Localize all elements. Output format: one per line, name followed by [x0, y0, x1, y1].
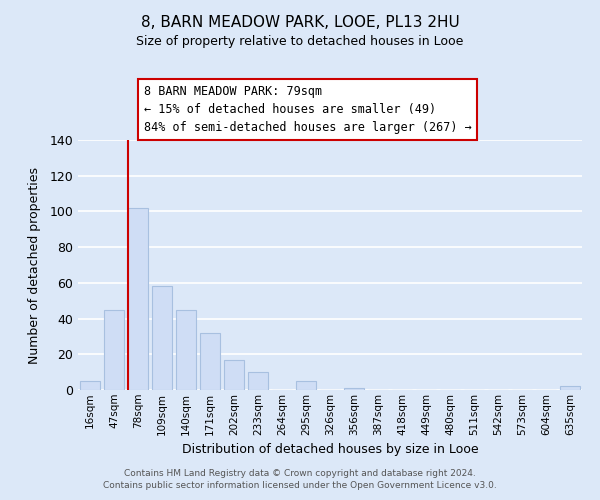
Bar: [152, 286, 172, 390]
Bar: [560, 386, 580, 390]
X-axis label: Distribution of detached houses by size in Looe: Distribution of detached houses by size …: [182, 443, 478, 456]
Text: Contains HM Land Registry data © Crown copyright and database right 2024.
Contai: Contains HM Land Registry data © Crown c…: [103, 468, 497, 490]
Bar: [176, 310, 196, 390]
Bar: [200, 333, 220, 390]
Text: 8 BARN MEADOW PARK: 79sqm
← 15% of detached houses are smaller (49)
84% of semi-: 8 BARN MEADOW PARK: 79sqm ← 15% of detac…: [143, 85, 471, 134]
Bar: [248, 372, 268, 390]
Bar: [224, 360, 244, 390]
Bar: [344, 388, 364, 390]
Bar: [104, 310, 124, 390]
Y-axis label: Number of detached properties: Number of detached properties: [28, 166, 41, 364]
Bar: [128, 208, 148, 390]
Text: Size of property relative to detached houses in Looe: Size of property relative to detached ho…: [136, 35, 464, 48]
Bar: [296, 381, 316, 390]
Text: 8, BARN MEADOW PARK, LOOE, PL13 2HU: 8, BARN MEADOW PARK, LOOE, PL13 2HU: [140, 15, 460, 30]
Bar: [80, 381, 100, 390]
